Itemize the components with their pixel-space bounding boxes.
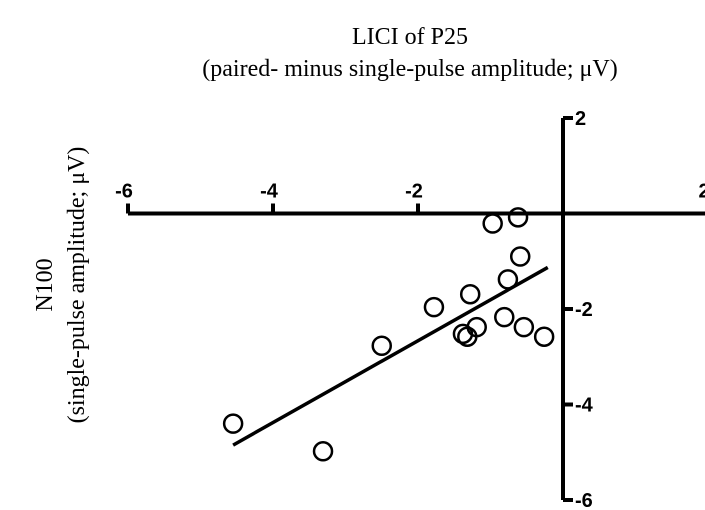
chart-title: LICI of P25 [352, 24, 468, 50]
x-tick-label: -6 [115, 181, 133, 203]
x-tick-label: -2 [405, 181, 423, 203]
y-tick-label: -6 [575, 490, 593, 510]
x-tick-label: -4 [260, 181, 279, 203]
y-axis-label: (single-pulse amplitude; μV) [64, 147, 90, 424]
data-point [459, 283, 481, 305]
data-point [222, 413, 244, 434]
regression-line [232, 265, 549, 447]
data-point [371, 335, 392, 357]
data-point [494, 306, 515, 328]
y-axis-label: N100 [32, 258, 58, 311]
data-point [513, 316, 535, 338]
data-point [533, 326, 555, 347]
data-point [466, 316, 487, 338]
data-point [507, 207, 529, 228]
x-tick-label: 2 [698, 181, 705, 203]
data-point [482, 213, 503, 234]
y-tick-label: -2 [575, 299, 593, 321]
y-tick-label: 2 [575, 108, 586, 130]
y-tick-label: -4 [575, 395, 594, 417]
chart-subtitle: (paired- minus single-pulse amplitude; μ… [202, 56, 617, 82]
data-point [312, 441, 334, 462]
data-point [509, 246, 531, 267]
data-point [423, 296, 445, 318]
